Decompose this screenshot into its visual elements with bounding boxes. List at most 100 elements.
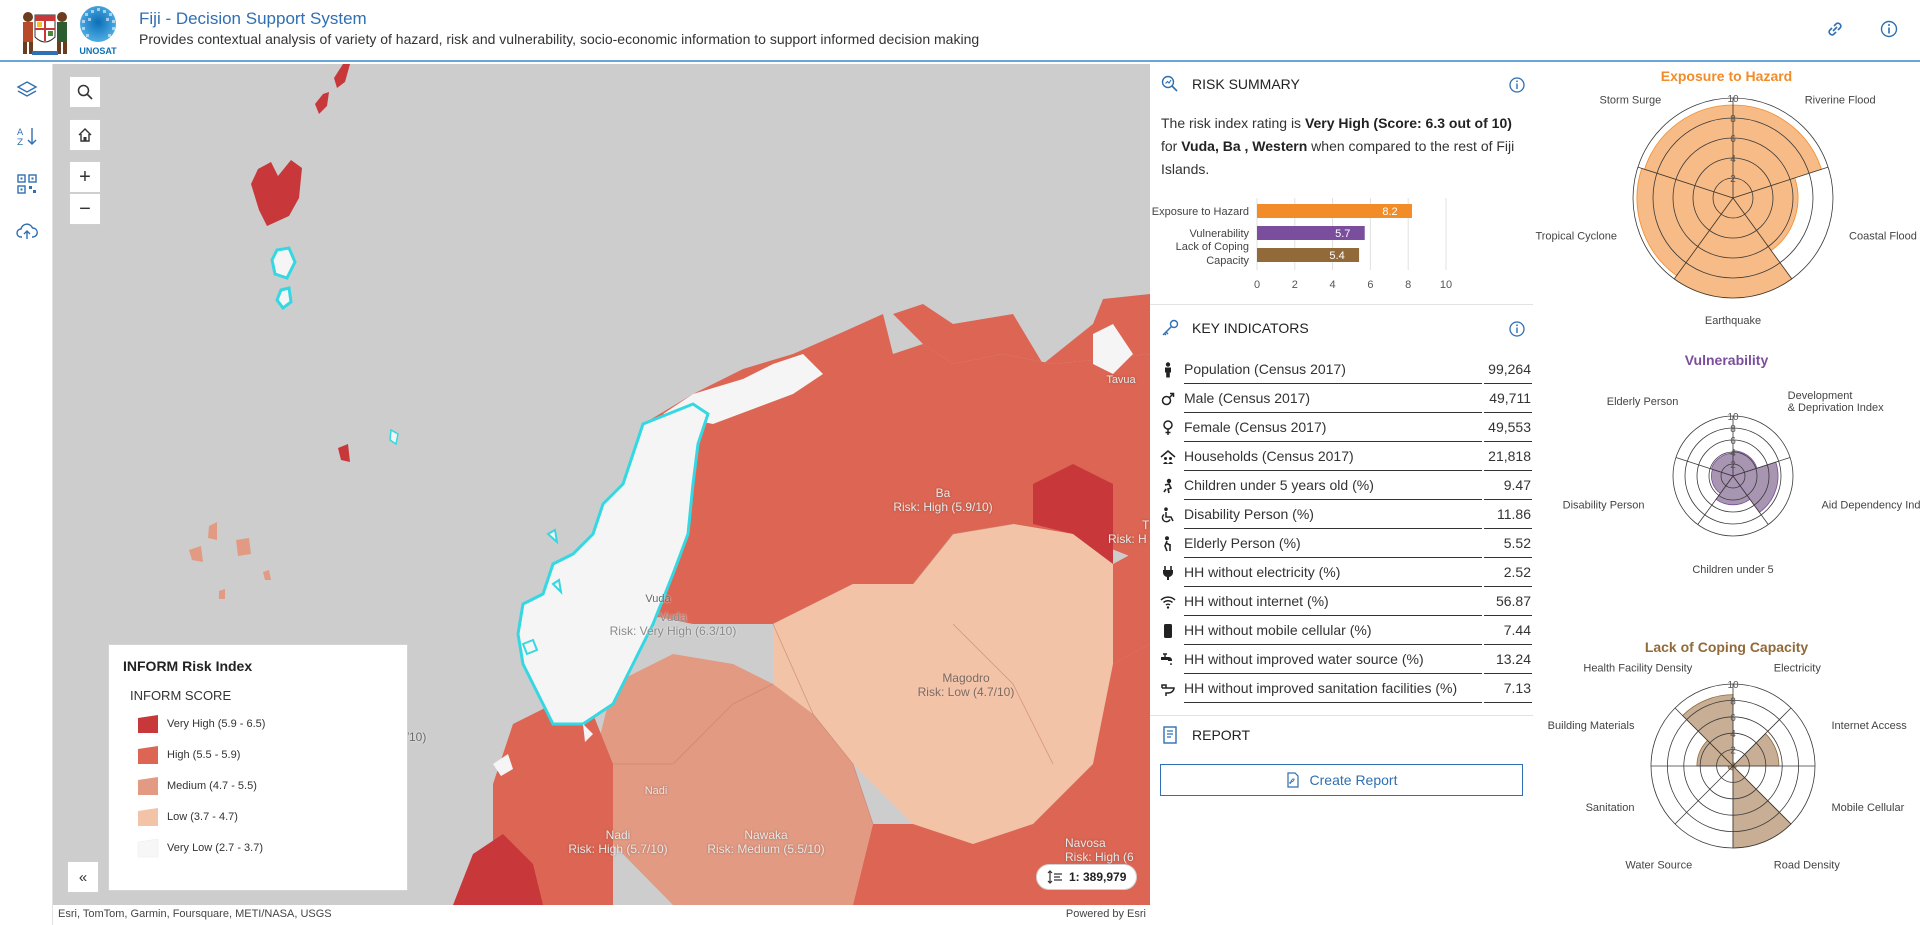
qr-code-icon[interactable]	[15, 172, 39, 196]
info-icon[interactable]	[1878, 18, 1900, 40]
indicator-row: Elderly Person (%) 5.52	[1160, 529, 1532, 558]
indicator-value: 56.87	[1484, 587, 1532, 616]
region-southwest	[453, 834, 543, 905]
map-label-vuda-title: Vuda	[659, 610, 687, 624]
radar-axis-label: Riverine Flood	[1805, 94, 1876, 106]
radar-tick-label: 6	[1730, 134, 1736, 145]
region-east-edge	[1113, 544, 1150, 664]
info-icon[interactable]	[1508, 320, 1526, 338]
indicator-label: Children under 5 years old (%)	[1184, 471, 1482, 500]
key-icon	[1162, 319, 1179, 336]
island-small-3	[208, 522, 217, 540]
household-icon	[1160, 448, 1176, 466]
map-label-nadi-risk: Risk: High (5.7/10)	[568, 842, 668, 856]
create-report-button[interactable]: Create Report	[1160, 764, 1523, 796]
radar-tick-label: 2	[1730, 460, 1736, 471]
app-header: UNOSAT Fiji - Decision Support System Pr…	[0, 0, 1920, 62]
region-ne-coast	[893, 294, 1150, 364]
category-label: Vulnerability	[1189, 228, 1249, 240]
left-toolbar: A Z »	[0, 64, 53, 925]
indicator-row: HH without internet (%) 56.87	[1160, 587, 1532, 616]
create-report-label: Create Report	[1309, 772, 1398, 788]
radar-axis-label: Aid Dependency Index	[1821, 500, 1920, 512]
category-label: Exposure to Hazard	[1152, 206, 1249, 218]
radar-axis-label: Electricity	[1774, 663, 1822, 675]
x-tick-label: 8	[1405, 279, 1411, 291]
zoom-out-button[interactable]: −	[69, 193, 101, 225]
map-basemap	[189, 64, 1150, 905]
map-label-nadi-town: Nadi	[644, 785, 668, 797]
link-icon[interactable]	[1824, 18, 1846, 40]
radar-tick-label: 10	[1727, 412, 1739, 423]
upload-icon[interactable]	[15, 220, 39, 244]
powered-by-esri-link[interactable]: Powered by Esri	[1065, 908, 1146, 920]
plug-icon	[1160, 564, 1176, 582]
risk-text-prefix: The risk index rating is	[1161, 115, 1305, 131]
report-document-icon	[1163, 726, 1177, 744]
zoom-in-button[interactable]: +	[69, 161, 101, 193]
unosat-logo-text: UNOSAT	[79, 46, 117, 56]
risk-text-suffix: when compared to the rest of Fiji Island…	[1161, 138, 1515, 177]
bar	[1257, 248, 1360, 262]
indicator-value: 7.44	[1484, 616, 1532, 645]
indicator-value: 5.52	[1484, 529, 1532, 558]
radar-axis-label: Health Facility Density	[1583, 663, 1692, 675]
indicator-value: 99,264	[1484, 355, 1532, 384]
map-label-navosa-title: Navosa	[1065, 836, 1106, 850]
legend-item-medium: Medium (4.7 - 5.5)	[137, 774, 257, 798]
collapse-legend-button[interactable]: «	[67, 861, 99, 893]
map-label-nadi-title: Nadi	[605, 828, 631, 842]
indicator-label: HH without internet (%)	[1184, 587, 1482, 616]
indicator-value: 9.47	[1484, 471, 1532, 500]
info-icon[interactable]	[1508, 76, 1526, 94]
island-vuda-outlier-1	[270, 246, 297, 280]
radar-axis-label: Mobile Cellular	[1831, 802, 1904, 814]
radar-tick-label: 6	[1730, 713, 1736, 724]
category-label: Lack of Coping	[1176, 241, 1249, 253]
risk-area: Vuda, Ba , Western	[1181, 138, 1308, 154]
indicator-row: HH without mobile cellular (%) 7.44	[1160, 616, 1532, 645]
radar-tick-label: 10	[1727, 94, 1739, 105]
radar-sector	[1732, 732, 1780, 767]
radar-axis-label: Sanitation	[1586, 802, 1635, 814]
radar-spoke	[1732, 457, 1791, 477]
scale-badge[interactable]: 1: 389,979	[1036, 864, 1138, 890]
radar-sector	[1715, 475, 1751, 506]
island-small-1	[389, 428, 399, 446]
elderly-icon	[1160, 535, 1176, 553]
risk-bar-chart: 0 2 4 6 8 10 8.2 Exposure to Hazard 5.7 Vulnerabi…	[1152, 198, 1452, 291]
indicator-row: HH without improved water source (%) 13.2…	[1160, 645, 1532, 674]
map-view[interactable]: Vuda Vuda Risk: Very High (6.3/10) Ba Ri…	[53, 64, 1150, 905]
male-icon	[1160, 390, 1176, 408]
svg-text:A: A	[17, 128, 24, 138]
map-search-button[interactable]	[69, 76, 101, 108]
indicator-row: Households (Census 2017) 21,818	[1160, 442, 1532, 471]
search-icon	[77, 84, 93, 100]
layers-icon[interactable]	[15, 78, 39, 102]
x-tick-label: 6	[1367, 279, 1373, 291]
sort-icon[interactable]: A Z	[15, 124, 39, 148]
magnifier-chart-icon	[1161, 75, 1178, 92]
map-home-button[interactable]	[69, 119, 101, 151]
risk-summary-text: The risk index rating is Very High (Scor…	[1161, 112, 1523, 181]
x-tick-label: 2	[1292, 279, 1298, 291]
region-magodro	[773, 524, 1113, 844]
indicator-value: 13.24	[1484, 645, 1532, 674]
radar-spoke	[1732, 166, 1829, 199]
radar-spoke	[1674, 765, 1734, 825]
radar-sector	[1636, 167, 1734, 277]
island-small-5	[236, 538, 251, 556]
person-icon	[1160, 361, 1176, 379]
app-subtitle: Provides contextual analysis of variety …	[139, 31, 980, 47]
radar-axis-label: Tropical Cyclone	[1535, 231, 1617, 243]
indicator-label: Households (Census 2017)	[1184, 442, 1482, 471]
bar-value-label: 8.2	[1382, 206, 1397, 218]
map-label-vuda: Vuda Risk: Very High (6.3/10)	[598, 610, 748, 638]
indicator-row: HH without electricity (%) 2.52	[1160, 558, 1532, 587]
region-vuda	[516, 402, 710, 726]
radar-title-exposure: Exposure to Hazard	[1660, 68, 1793, 84]
scale-icon	[1047, 870, 1062, 884]
legend-item-label: Very Low (2.7 - 3.7)	[167, 842, 263, 854]
risk-summary-heading: RISK SUMMARY	[1160, 74, 1300, 94]
